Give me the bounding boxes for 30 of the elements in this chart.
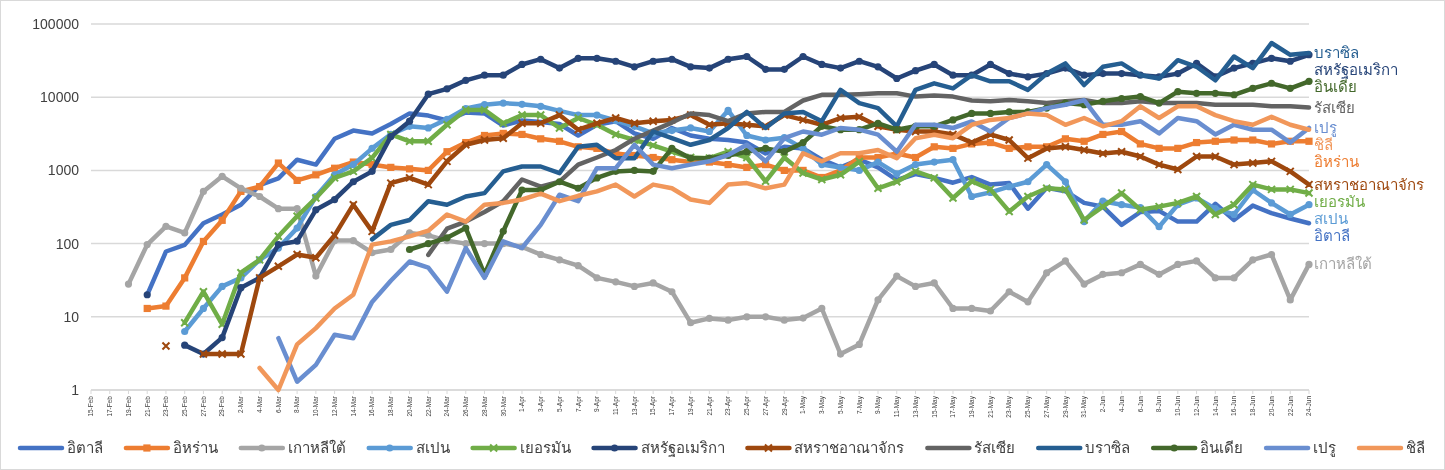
legend-label: บราซิล <box>1085 439 1131 456</box>
legend-label: สหรัฐอเมริกา <box>640 439 725 457</box>
text: รัสเซีย <box>1314 98 1355 116</box>
text: เกาหลีใต้ <box>1314 255 1372 273</box>
legend-label: อินเดีย <box>1200 439 1244 456</box>
y-tick-label: 100 <box>55 235 80 252</box>
text: อิตาลี <box>1314 226 1350 244</box>
legend-label: สหราชอาณาจักร <box>794 439 905 456</box>
legend-label: อิหร่าน <box>172 439 218 456</box>
text: สเปน <box>1314 209 1348 227</box>
y-tick-label: 1000 <box>47 162 80 179</box>
legend-label: เกาหลีใต้ <box>287 439 346 456</box>
text: สหราชอาณาจักร <box>1314 175 1424 193</box>
text: ชิลี <box>1314 135 1333 153</box>
text: บราซิล <box>1314 44 1359 62</box>
text: เยอรมัน <box>1314 192 1365 210</box>
y-tick-label: 10 <box>63 308 80 325</box>
text: เปรู <box>1314 118 1337 136</box>
legend-label: อิตาลี <box>67 439 103 456</box>
legend-label: เยอรมัน <box>519 439 571 456</box>
y-tick-label: 100000 <box>32 16 80 32</box>
legend-label: เปรู <box>1313 439 1337 457</box>
legend-label: ชิลี <box>1406 439 1425 456</box>
text: สหรัฐอเมริกา <box>1314 61 1398 79</box>
y-tick-label: 1 <box>71 382 80 398</box>
legend-label: รัสเซีย <box>974 439 1016 456</box>
text: อิหร่าน <box>1314 152 1359 170</box>
text: อินเดีย <box>1314 78 1357 96</box>
legend-label: สเปน <box>415 439 450 456</box>
y-tick-label: 10000 <box>40 89 80 106</box>
